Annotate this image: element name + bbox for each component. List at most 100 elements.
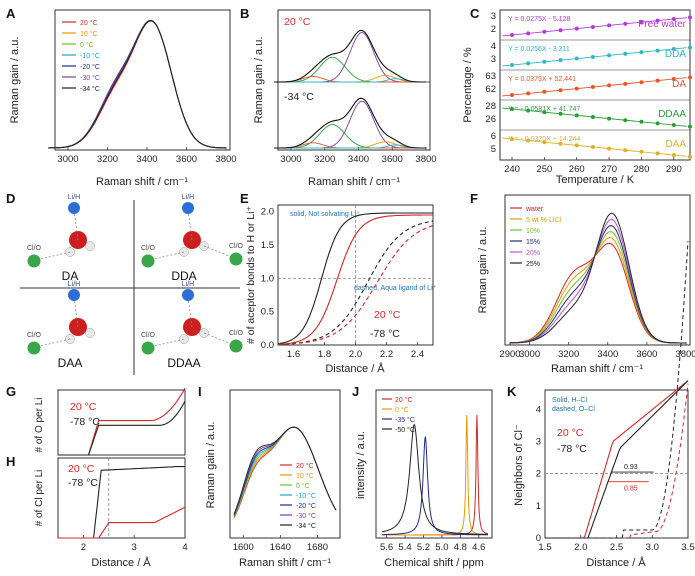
panel-d-letter: D <box>6 191 15 206</box>
li-h-label: Li/H <box>182 281 194 288</box>
panel-j-xtick-label: 5.0 <box>435 542 448 553</box>
panel-i-letter: I <box>198 384 202 399</box>
panel-c-ytick: 6 <box>491 131 496 142</box>
panel-j-xtick-label: 4.6 <box>472 542 485 553</box>
panel-h-curve-hot <box>58 506 186 539</box>
panel-c-point <box>671 153 676 157</box>
panel-c-series-name: Free water <box>638 19 686 30</box>
panel-k-xtick-label: 2.0 <box>574 542 587 553</box>
panel-f-ylabel: Raman gain / a.u. <box>477 227 489 314</box>
panel-f-legend-label: 25% <box>526 261 540 268</box>
panel-k-ytick-label: 4 <box>536 404 541 415</box>
cl-o-label: Cl/O <box>229 330 244 337</box>
panel-c-point <box>574 113 579 118</box>
panel-c-point <box>607 116 612 121</box>
panel-c-point <box>639 50 644 55</box>
panel-f-xtick-label: 3600 <box>636 349 657 360</box>
panel-c-point <box>590 145 595 149</box>
panel-a-xtick-tick-label: 3400 <box>136 154 157 165</box>
panel-i-legend-label: -20 °C <box>296 502 316 510</box>
panel-a: A Raman gain / a.u. Raman shift / cm⁻¹ 3… <box>6 6 237 188</box>
panel-a-legend-label: -20 °C <box>80 63 100 71</box>
panel-e-ytick-label: 2.0 <box>261 207 274 218</box>
panel-h-label-hot: 20 °C <box>68 463 95 475</box>
panel-a-xtick-tick-label: 3200 <box>97 154 118 165</box>
panel-e-xtick-label: 1.6 <box>287 349 300 360</box>
panel-j-xlabel: Chemical shift / ppm <box>384 557 484 569</box>
panel-a-legend-label: 20 °C <box>80 19 98 27</box>
panel-c-point <box>655 151 660 156</box>
panel-f-xtick-label: 3400 <box>597 349 618 360</box>
panel-b-xtick-tick-label: 3200 <box>314 154 335 165</box>
panel-b-bottom-total <box>274 97 426 149</box>
panel-k-dashed-cold <box>545 240 689 539</box>
panel-f-frame <box>504 194 691 346</box>
panel-c-point <box>688 45 692 50</box>
panel-b-top-label: 20 °C <box>284 16 311 28</box>
panel-k-val1: 0.93 <box>624 464 638 471</box>
panel-c-series-name: DAA <box>665 139 686 150</box>
panel-c-point <box>590 54 595 59</box>
hydrogen-atom <box>85 241 95 251</box>
panel-f-series-4 <box>510 218 686 344</box>
panel-i-xtick-label: 1640 <box>270 542 291 553</box>
panel-c-point <box>510 33 514 37</box>
panel-c-equation: Y = 0.0379X + 52.441 <box>508 76 576 83</box>
panel-c-xlabel: Temperature / K <box>556 174 635 186</box>
panel-i-series-4 <box>233 426 337 516</box>
panel-g-label-cold: -78 °C <box>70 416 100 428</box>
panel-c-point <box>574 26 579 31</box>
panel-f-xtick-label: 3200 <box>558 349 579 360</box>
panel-h-xtick-label: 4 <box>182 542 187 553</box>
panel-k-xtick-label: 2.5 <box>610 542 623 553</box>
panel-k-val2: 0.85 <box>624 486 638 493</box>
panel-j-legend-label: -50 °C <box>395 426 415 434</box>
cl-o-atom <box>27 341 41 355</box>
hydrogen-atom <box>85 328 95 338</box>
bond-dash <box>35 251 71 261</box>
panel-c-point <box>558 58 563 63</box>
panel-c-series-name: DDA <box>665 49 686 60</box>
panel-h-label-cold: -78 °C <box>68 477 98 489</box>
panel-c-series-name: DDAA <box>658 109 686 120</box>
panel-g-label-hot: 20 °C <box>70 401 97 413</box>
panel-k-letter: K <box>507 384 517 399</box>
panel-c-frame <box>499 9 691 161</box>
panel-b-frame <box>277 9 431 151</box>
panel-e-xtick-label: 2.0 <box>349 349 362 360</box>
panel-d-cell-label: DDAA <box>167 356 200 370</box>
panel-c-point <box>558 88 563 93</box>
panel-f-legend-label: 10% <box>526 228 540 235</box>
panel-e-ytick-label: 1.5 <box>261 240 274 251</box>
panel-c: C Percentage / % Temperature / K Y = 0.0… <box>462 6 692 186</box>
panel-c-equation: Y = - 0.0320X + 14.244 <box>508 136 580 143</box>
panel-j-frame <box>375 389 493 539</box>
panel-h-xtick-label: 2 <box>81 542 86 553</box>
panel-e-curve-3 <box>277 225 434 345</box>
panel-a-legend-label: -34 °C <box>80 85 100 93</box>
panel-e-curve-2 <box>277 220 434 345</box>
panel-h-letter: H <box>6 454 15 469</box>
panel-c-point <box>688 15 692 20</box>
panel-j-series-1 <box>382 414 488 536</box>
bond-dash <box>203 332 235 346</box>
panel-c-point <box>671 123 676 127</box>
panel-g: G # of O per Li 20 °C -78 °C <box>6 384 186 456</box>
panel-k-ytick-label: 3 <box>536 436 541 447</box>
panel-h-frame <box>57 457 186 539</box>
panel-i: I Raman gain / a.u. Raman shift / cm⁻¹ 1… <box>198 384 341 569</box>
panel-c-xtick-label: 240 <box>504 164 520 175</box>
panel-k-label-cold: -78 °C <box>557 443 587 455</box>
panel-c-point <box>623 148 628 153</box>
panel-e-ytick-label: 0.0 <box>261 340 274 351</box>
panel-k-ytick-label: 1 <box>536 501 541 512</box>
panel-c-point <box>623 21 628 26</box>
panel-b-xtick-tick-label: 3400 <box>348 154 369 165</box>
panel-e-xtick-label: 2.4 <box>411 349 424 360</box>
panel-j-xtick-label: 5.6 <box>380 542 393 553</box>
panel-i-xlabel: Raman shift / cm⁻¹ <box>239 557 331 569</box>
panel-f-series-5 <box>510 212 686 344</box>
panel-c-point <box>510 63 514 67</box>
panel-c-point <box>623 81 628 86</box>
panel-h: H # of Cl per Li Distance / Å 20 °C -78 … <box>6 454 188 569</box>
